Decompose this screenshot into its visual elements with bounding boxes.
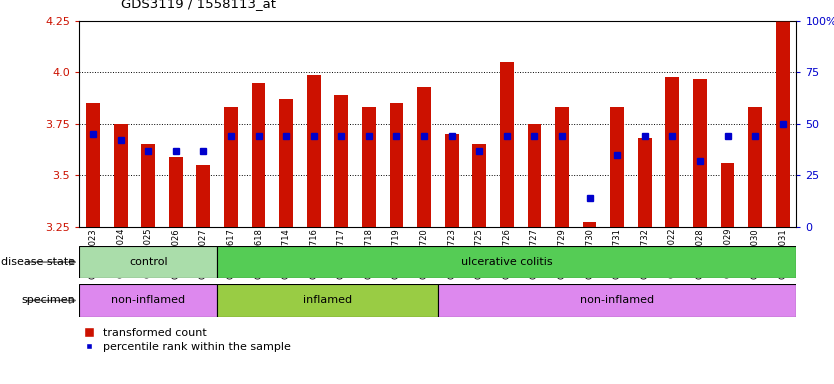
Text: inflamed: inflamed bbox=[303, 295, 352, 306]
Bar bbox=[527, 124, 541, 227]
Bar bbox=[693, 79, 706, 227]
Bar bbox=[224, 108, 238, 227]
Bar bbox=[217, 284, 438, 317]
Text: GDS3119 / 1558113_at: GDS3119 / 1558113_at bbox=[121, 0, 276, 10]
Text: control: control bbox=[129, 257, 168, 267]
Bar bbox=[666, 76, 679, 227]
Text: specimen: specimen bbox=[22, 295, 75, 306]
Bar bbox=[748, 108, 762, 227]
Bar bbox=[389, 103, 404, 227]
Bar bbox=[79, 284, 217, 317]
Text: non-inflamed: non-inflamed bbox=[580, 295, 654, 306]
Bar bbox=[334, 95, 348, 227]
Bar bbox=[445, 134, 459, 227]
Bar bbox=[610, 108, 624, 227]
Bar bbox=[438, 284, 796, 317]
Text: disease state: disease state bbox=[1, 257, 75, 267]
Bar bbox=[279, 99, 293, 227]
Bar bbox=[721, 163, 735, 227]
Bar bbox=[417, 87, 431, 227]
Text: ulcerative colitis: ulcerative colitis bbox=[461, 257, 553, 267]
Bar bbox=[362, 108, 376, 227]
Bar bbox=[86, 103, 100, 227]
Bar bbox=[307, 74, 320, 227]
Bar bbox=[217, 246, 796, 278]
Bar bbox=[252, 83, 265, 227]
Bar bbox=[638, 138, 651, 227]
Text: non-inflamed: non-inflamed bbox=[111, 295, 185, 306]
Bar bbox=[583, 222, 596, 227]
Bar bbox=[168, 157, 183, 227]
Bar bbox=[141, 144, 155, 227]
Bar bbox=[500, 62, 514, 227]
Bar bbox=[776, 21, 790, 227]
Bar bbox=[113, 124, 128, 227]
Legend: transformed count, percentile rank within the sample: transformed count, percentile rank withi… bbox=[85, 328, 290, 352]
Bar bbox=[197, 165, 210, 227]
Bar bbox=[79, 246, 217, 278]
Bar bbox=[555, 108, 569, 227]
Bar bbox=[472, 144, 486, 227]
